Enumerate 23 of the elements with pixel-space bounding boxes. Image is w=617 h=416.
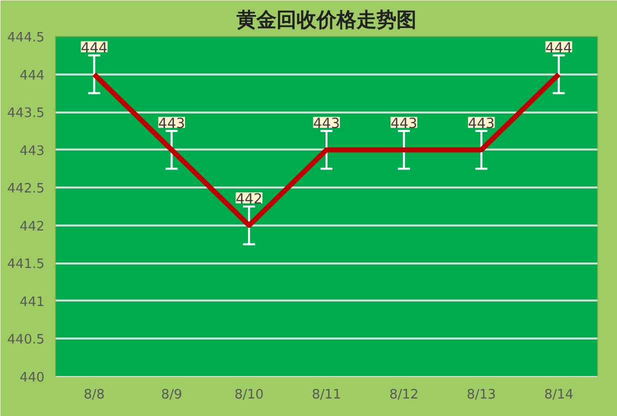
y-tick-label: 444.5 bbox=[7, 30, 44, 46]
y-tick-label: 442 bbox=[20, 219, 45, 234]
y-tick-label: 443.5 bbox=[7, 106, 44, 122]
y-tick-label: 441 bbox=[20, 294, 45, 310]
y-tick-label: 440.5 bbox=[7, 332, 44, 348]
chart-title: 黄金回收价格走势图 bbox=[236, 8, 416, 32]
x-tick-label: 8/10 bbox=[234, 388, 264, 402]
x-tick-label: 8/8 bbox=[84, 388, 105, 402]
data-label: 443 bbox=[468, 116, 495, 132]
y-tick-label: 440 bbox=[20, 370, 45, 386]
x-tick-label: 8/11 bbox=[312, 388, 342, 402]
y-tick-label: 441.5 bbox=[7, 257, 44, 272]
x-tick-label: 8/12 bbox=[389, 388, 419, 402]
data-label: 443 bbox=[313, 116, 340, 132]
x-tick-label: 8/9 bbox=[161, 388, 182, 402]
y-tick-label: 444 bbox=[20, 68, 45, 84]
data-label: 443 bbox=[158, 116, 186, 132]
x-tick-label: 8/14 bbox=[544, 388, 574, 402]
data-label: 443 bbox=[390, 116, 418, 132]
x-tick-label: 8/13 bbox=[466, 388, 496, 402]
data-label: 442 bbox=[236, 191, 262, 208]
y-tick-label: 443 bbox=[20, 144, 45, 159]
y-tick-label: 442.5 bbox=[7, 182, 44, 197]
